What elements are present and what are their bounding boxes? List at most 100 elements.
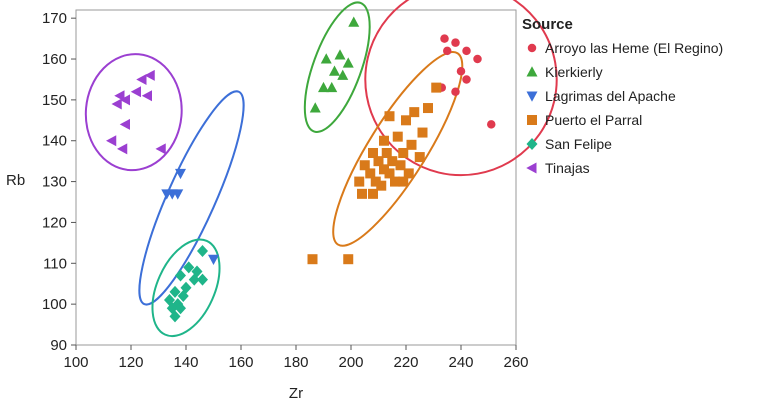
data-point [183, 261, 195, 274]
data-point [197, 245, 208, 258]
y-tick-label: 170 [42, 10, 67, 27]
data-point [387, 156, 398, 167]
data-point [368, 188, 378, 199]
data-point [111, 98, 122, 110]
data-point [357, 188, 367, 199]
data-point [119, 118, 130, 130]
confidence-ellipse [84, 53, 183, 172]
data-point [401, 115, 411, 126]
confidence-ellipse [332, 51, 464, 247]
data-point [119, 94, 130, 106]
data-point [398, 147, 409, 158]
data-point [462, 46, 471, 56]
data-point [451, 38, 460, 47]
data-point [175, 302, 186, 315]
data-point [354, 176, 365, 187]
data-point [309, 102, 321, 113]
data-point [423, 103, 433, 114]
legend-label: Arroyo las Heme (El Regino) [545, 40, 723, 56]
data-point [381, 147, 392, 158]
legend-label: Lagrimas del Apache [545, 88, 676, 104]
data-point [114, 90, 125, 102]
data-point [343, 254, 354, 265]
data-point [307, 254, 318, 265]
data-point [329, 65, 340, 76]
data-point [379, 164, 389, 175]
x-tick-label: 200 [338, 354, 363, 371]
legend-label: San Felipe [545, 136, 612, 152]
data-point [403, 168, 414, 179]
data-point [384, 111, 395, 122]
data-point [365, 168, 376, 179]
data-point [326, 81, 338, 93]
x-tick-label: 160 [228, 354, 253, 371]
x-tick-label: 120 [118, 354, 143, 371]
data-point [376, 180, 387, 191]
x-axis-title: Zr [289, 385, 303, 402]
data-point [379, 135, 389, 146]
data-point [456, 67, 466, 76]
data-point [451, 87, 460, 96]
data-point [188, 273, 200, 286]
data-point [169, 310, 181, 323]
legend-label: Tinajas [545, 160, 590, 176]
confidence-ellipse [151, 238, 221, 338]
y-tick-label: 120 [42, 214, 67, 231]
data-point [117, 143, 128, 155]
data-point [462, 75, 471, 84]
data-point [406, 139, 417, 150]
legend-marker [526, 91, 538, 102]
data-point [130, 86, 141, 98]
legend-title: Source [522, 16, 573, 33]
data-point [473, 54, 482, 64]
legend-label: Kierkierly [545, 64, 603, 80]
legend-marker [526, 66, 538, 77]
data-point [175, 269, 186, 282]
data-point [370, 176, 381, 187]
legend-marker [526, 162, 537, 174]
confidence-ellipse [303, 1, 371, 133]
data-point [208, 254, 219, 265]
x-tick-label: 140 [173, 354, 198, 371]
data-point [136, 73, 147, 85]
confidence-ellipse [138, 90, 245, 306]
data-point [169, 285, 181, 298]
x-tick-label: 220 [393, 354, 418, 371]
data-point [390, 176, 400, 187]
legend-marker [527, 43, 537, 53]
data-point [177, 289, 189, 302]
data-point [342, 57, 354, 68]
data-point [395, 160, 406, 171]
data-point [334, 49, 346, 60]
data-point [155, 143, 166, 155]
data-point [337, 69, 349, 80]
data-point [398, 176, 409, 187]
y-tick-label: 150 [42, 92, 67, 109]
data-point [106, 135, 117, 147]
x-tick-label: 100 [63, 354, 88, 371]
data-point [414, 152, 425, 163]
y-tick-label: 140 [42, 133, 67, 150]
data-point [443, 46, 452, 56]
data-point [318, 81, 329, 93]
data-point [359, 160, 370, 171]
legend-label: Puerto el Parral [545, 112, 642, 128]
data-point [487, 120, 496, 129]
data-point [417, 127, 428, 138]
y-tick-label: 160 [42, 51, 67, 68]
data-point [409, 107, 420, 118]
data-point [144, 69, 155, 81]
y-tick-label: 90 [50, 337, 67, 354]
x-tick-label: 260 [503, 354, 528, 371]
x-tick-label: 240 [448, 354, 473, 371]
data-point [431, 82, 442, 93]
y-axis-title: Rb [6, 172, 25, 189]
legend-marker [526, 138, 538, 150]
legend-marker [527, 115, 537, 125]
data-point [172, 189, 184, 200]
data-point [197, 273, 208, 286]
data-point [320, 53, 332, 64]
data-point [141, 90, 152, 102]
